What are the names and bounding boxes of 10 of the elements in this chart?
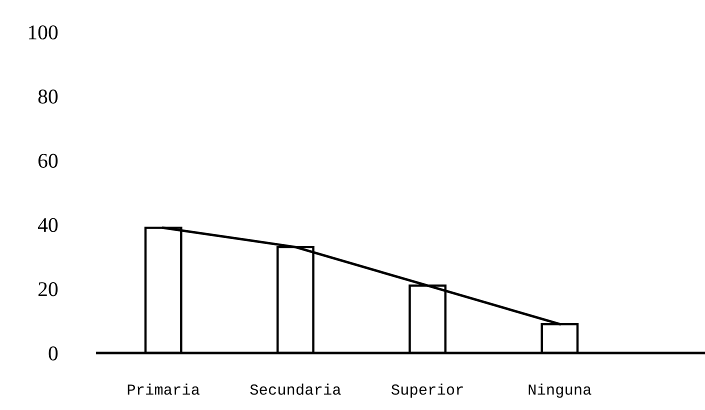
x-tick-label: Secundaria: [250, 384, 341, 395]
x-tick-label: Primaria: [128, 384, 200, 395]
y-tick-label: 20: [38, 282, 58, 296]
y-tick-label: 60: [38, 154, 58, 168]
y-tick-label: 100: [28, 25, 58, 40]
y-tick-label: 0: [48, 346, 58, 360]
x-tick-label: Superior: [391, 384, 463, 398]
y-tick-label: 40: [38, 218, 58, 232]
x-tick-label: Ninguna: [528, 384, 592, 398]
y-tick-label: 80: [38, 90, 58, 104]
